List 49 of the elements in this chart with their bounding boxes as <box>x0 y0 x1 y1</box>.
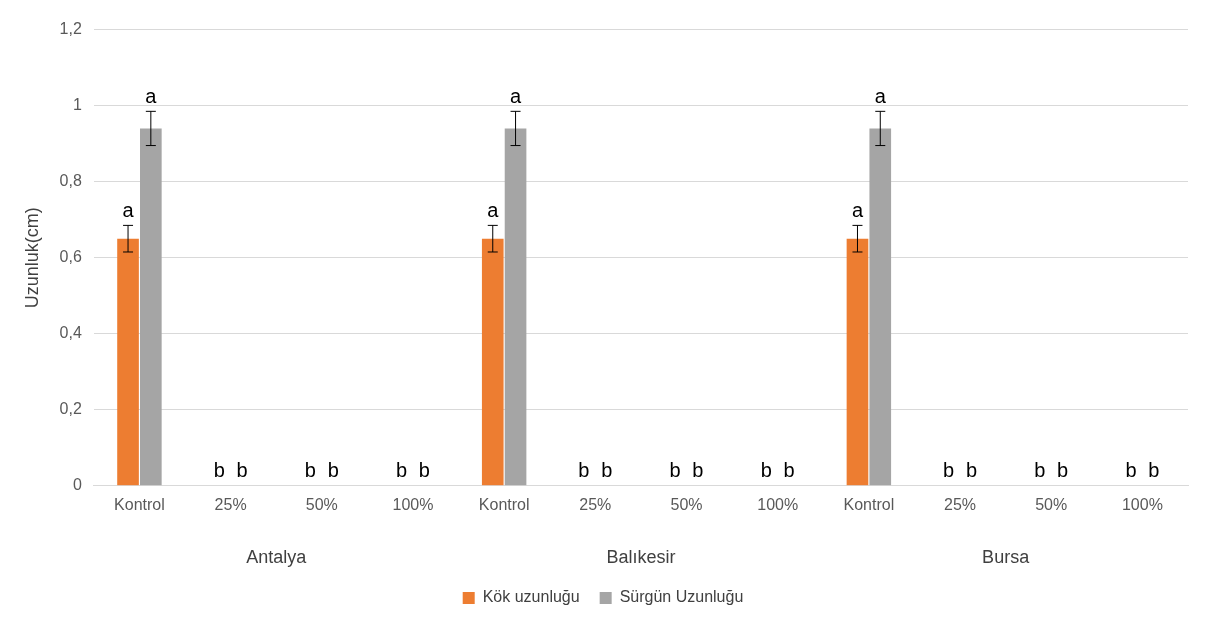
x-tick-label: Kontrol <box>478 495 530 513</box>
legend-label: Kök uzunluğu <box>482 588 580 606</box>
x-tick-label: 25% <box>214 495 247 513</box>
data-label: b <box>578 459 590 482</box>
data-label: b <box>213 459 225 482</box>
data-label: b <box>669 459 681 482</box>
data-label: a <box>487 198 500 221</box>
data-label: b <box>965 459 978 482</box>
data-label: b <box>1057 459 1069 482</box>
data-label: b <box>760 459 772 482</box>
y-tick-label: 1 <box>72 96 82 114</box>
data-label: b <box>783 459 795 482</box>
y-tick-label: 0,4 <box>59 324 82 342</box>
y-tick-label: 1,2 <box>59 20 82 38</box>
data-label: b <box>943 459 955 482</box>
y-tick-label: 0,6 <box>59 248 82 266</box>
text: Antalya <box>246 546 308 567</box>
y-tick-label: 0,8 <box>59 172 82 190</box>
data-label: b <box>236 459 248 482</box>
data-label: b <box>1125 459 1137 482</box>
x-tick-label: 25% <box>579 495 612 513</box>
legend-label: Sürgün Uzunluğu <box>619 588 744 606</box>
y-axis-title: Uzunluk(cm) <box>21 207 42 309</box>
data-label: b <box>396 459 408 482</box>
data-label: b <box>692 459 704 482</box>
data-label: b <box>1034 459 1046 482</box>
x-tick-label: Kontrol <box>114 495 165 513</box>
data-label: b <box>304 459 316 482</box>
x-tick-label: 100% <box>757 495 799 513</box>
data-label: b <box>1148 459 1160 482</box>
data-label: a <box>509 84 522 107</box>
text: Bursa <box>982 546 1031 567</box>
data-label: b <box>601 459 613 482</box>
x-tick-label: 50% <box>1035 495 1068 513</box>
x-tick-label: 50% <box>305 495 338 513</box>
y-tick-label: 0 <box>72 476 82 494</box>
x-tick-label: 100% <box>392 495 434 513</box>
x-tick-label: 25% <box>944 495 977 513</box>
text: Balıkesir <box>606 546 676 567</box>
data-label: a <box>851 198 864 221</box>
data-label: a <box>145 84 158 107</box>
x-tick-label: Kontrol <box>843 495 895 513</box>
data-label: b <box>327 459 339 482</box>
data-label: b <box>418 459 430 482</box>
x-tick-label: 50% <box>670 495 703 513</box>
data-label: a <box>122 198 135 221</box>
data-label: a <box>874 84 887 107</box>
x-tick-label: 100% <box>1121 495 1163 513</box>
y-tick-label: 0,2 <box>59 400 82 418</box>
